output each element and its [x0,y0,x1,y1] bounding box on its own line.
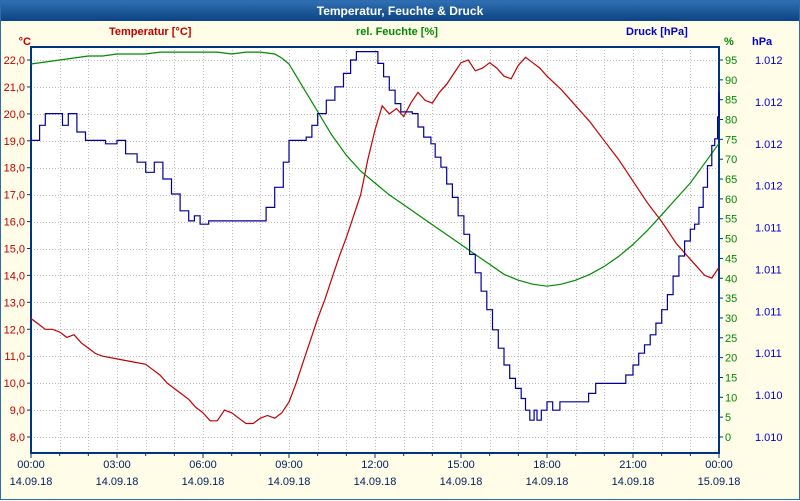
svg-text:21,0: 21,0 [4,82,25,94]
svg-text:90: 90 [725,75,737,87]
temperature-axis-unit-label: °C [19,36,31,48]
svg-text:8,0: 8,0 [10,432,25,444]
svg-text:70: 70 [725,154,737,166]
svg-text:1.011: 1.011 [755,348,782,360]
svg-text:11,0: 11,0 [4,351,25,363]
svg-text:1.011: 1.011 [755,264,782,276]
x-axis-labels: 00:00 14.09.18 03:00 14.09.18 06:00 14.09.18 0… [10,453,741,488]
svg-text:1.012: 1.012 [755,55,783,67]
window-title: Temperatur, Feuchte & Druck [316,4,484,18]
legend-humidity-label: rel. Feuchte [%] [356,26,438,38]
temperature-axis-labels: 8,0 9,0 10,0 11,0 12,0 13,0 14,0 15,0 16,0 17,0 18… [4,55,31,444]
svg-text:00:00: 00:00 [705,459,733,471]
svg-text:00:00: 00:00 [17,459,45,471]
svg-text:5: 5 [725,412,731,424]
svg-text:15.09.18: 15.09.18 [698,476,741,488]
svg-text:15: 15 [725,372,737,384]
svg-text:14.09.18: 14.09.18 [268,476,311,488]
svg-text:0: 0 [725,432,731,444]
svg-text:20: 20 [725,353,737,365]
svg-text:15,0: 15,0 [4,244,25,256]
svg-text:14,0: 14,0 [4,270,25,282]
svg-text:50: 50 [725,234,737,246]
svg-text:55: 55 [725,214,737,226]
svg-text:10,0: 10,0 [4,378,25,390]
svg-text:80: 80 [725,115,737,127]
svg-text:1.011: 1.011 [755,223,782,235]
pressure-series-line [31,51,720,421]
svg-text:1.012: 1.012 [755,97,783,109]
svg-text:95: 95 [725,55,737,67]
svg-text:06:00: 06:00 [189,459,217,471]
svg-text:22,0: 22,0 [4,55,25,67]
pressure-axis-unit-label: hPa [752,36,773,48]
svg-text:15:00: 15:00 [447,459,475,471]
svg-text:09:00: 09:00 [275,459,303,471]
svg-text:14.09.18: 14.09.18 [10,476,53,488]
svg-text:65: 65 [725,174,737,186]
svg-text:1.010: 1.010 [755,432,783,444]
svg-text:10: 10 [725,392,737,404]
window-title-bar: Temperatur, Feuchte & Druck [1,1,799,21]
svg-text:17,0: 17,0 [4,190,25,202]
svg-text:60: 60 [725,194,737,206]
svg-text:40: 40 [725,273,737,285]
svg-text:18,0: 18,0 [4,163,25,175]
svg-text:75: 75 [725,134,737,146]
svg-text:1.012: 1.012 [755,139,783,151]
svg-text:14.09.18: 14.09.18 [354,476,397,488]
svg-text:14.09.18: 14.09.18 [612,476,655,488]
svg-text:21:00: 21:00 [619,459,647,471]
svg-text:14.09.18: 14.09.18 [526,476,569,488]
svg-text:9,0: 9,0 [10,405,25,417]
svg-text:1.011: 1.011 [755,306,782,318]
svg-text:14.09.18: 14.09.18 [96,476,139,488]
svg-text:45: 45 [725,253,737,265]
svg-text:85: 85 [725,95,737,107]
svg-text:20,0: 20,0 [4,109,25,121]
svg-text:35: 35 [725,293,737,305]
humidity-axis-labels: 0 5 10 15 20 25 30 35 40 45 50 55 60 65 70 75 80 85 90 95 [719,55,737,444]
svg-text:13,0: 13,0 [4,297,25,309]
humidity-series-line [30,51,720,287]
legend-pressure-label: Druck [hPa] [626,26,688,38]
temperature-series-line [30,56,720,425]
svg-text:12,0: 12,0 [4,324,25,336]
svg-text:19,0: 19,0 [4,136,25,148]
svg-text:16,0: 16,0 [4,217,25,229]
svg-text:12:00: 12:00 [361,459,389,471]
svg-text:18:00: 18:00 [533,459,561,471]
svg-text:14.09.18: 14.09.18 [182,476,225,488]
svg-text:14.09.18: 14.09.18 [440,476,483,488]
svg-text:30: 30 [725,313,737,325]
legend-temperature-label: Temperatur [°C] [109,26,192,38]
svg-text:1.010: 1.010 [755,390,783,402]
svg-text:25: 25 [725,333,737,345]
svg-text:1.012: 1.012 [755,181,783,193]
svg-text:03:00: 03:00 [103,459,131,471]
pressure-axis-labels: 1.012 1.012 1.012 1.012 1.011 1.011 1.011 1.011… [755,55,783,444]
humidity-axis-unit-label: % [724,36,734,48]
